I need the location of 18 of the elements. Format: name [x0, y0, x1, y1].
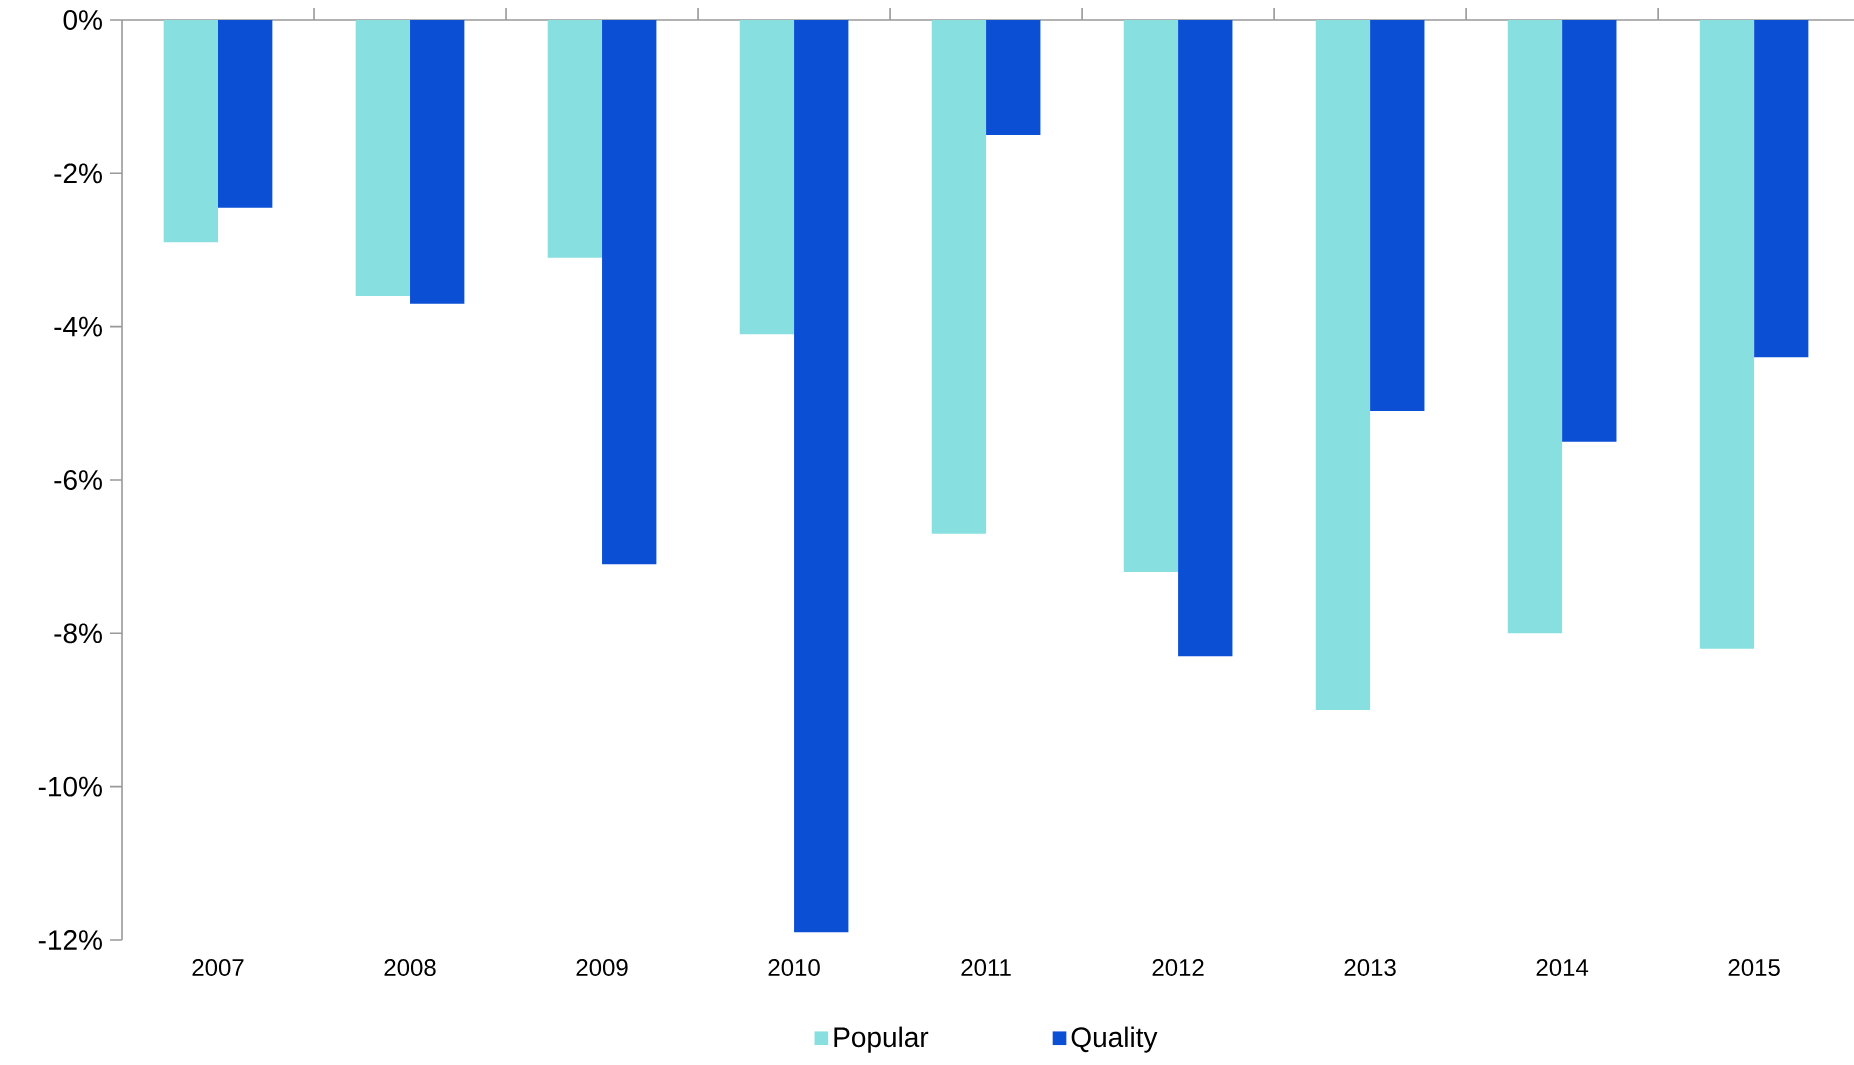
x-tick-label: 2011 — [961, 959, 1011, 977]
y-tick-label: -2% — [54, 163, 102, 184]
y-tick-label: -4% — [54, 316, 102, 337]
legend-label: Popular — [834, 1026, 929, 1053]
x-tick-label: 2014 — [1536, 959, 1589, 977]
x-tick-label: 2007 — [192, 959, 244, 977]
y-tick-label: -10% — [38, 776, 102, 797]
y-tick-label: -8% — [54, 623, 102, 644]
legend-label: Quality — [1071, 1026, 1158, 1053]
x-tick-label: 2012 — [1152, 959, 1204, 977]
y-tick-label: -6% — [54, 470, 102, 490]
x-tick-label: 2008 — [384, 959, 436, 977]
x-tick-label: 2015 — [1728, 959, 1780, 977]
x-tick-label: 2009 — [576, 959, 628, 977]
x-tick-label: 2013 — [1344, 959, 1396, 977]
y-tick-label: -12% — [38, 930, 102, 950]
x-tick-label: 2010 — [768, 959, 820, 977]
y-tick-label: 0% — [63, 10, 102, 30]
